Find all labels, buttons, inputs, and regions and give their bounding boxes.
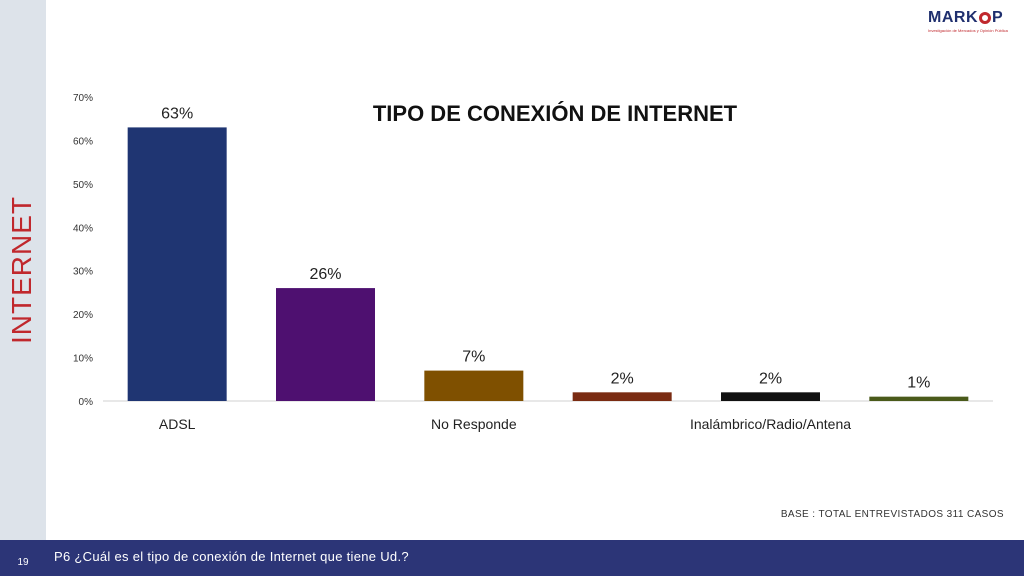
data-label: 7%: [462, 349, 485, 366]
data-label: 2%: [611, 370, 634, 387]
logo-tagline: Investigación de Mercados y Opinión Públ…: [928, 28, 1008, 33]
y-tick-label: 10%: [73, 354, 93, 365]
left-strip: [0, 0, 46, 540]
data-label: 1%: [907, 375, 930, 392]
bar: [424, 370, 524, 401]
footer-bar: [0, 540, 1024, 576]
y-tick-label: 20%: [73, 310, 93, 321]
company-logo: MARK P Investigación de Mercados y Opinió…: [928, 10, 1014, 36]
y-tick-label: 60%: [73, 136, 93, 147]
y-tick-label: 30%: [73, 267, 93, 278]
y-tick-label: 50%: [73, 180, 93, 191]
data-label: 26%: [309, 266, 341, 283]
bar: [721, 392, 820, 401]
data-label: 63%: [161, 105, 193, 122]
bar: [127, 127, 227, 402]
bar-chart: TIPO DE CONEXIÓN DE INTERNET 0% 10% 20% 30% 4…: [73, 93, 993, 432]
bar: [572, 392, 672, 401]
category-label: No Responde: [431, 416, 517, 432]
category-label: Inalámbrico/Radio/Antena: [690, 416, 851, 432]
y-tick-label: 40%: [73, 223, 93, 234]
bar: [869, 396, 969, 401]
category-label: ADSL: [159, 416, 196, 432]
y-tick-label: 70%: [73, 93, 93, 104]
bar: [276, 288, 375, 401]
chart-title: TIPO DE CONEXIÓN DE INTERNET: [373, 101, 738, 126]
logo-target-icon: [979, 12, 991, 24]
y-tick-label: 0%: [79, 397, 94, 408]
logo-wordmark: MARK P: [928, 9, 1004, 26]
question-text: P6 ¿Cuál es el tipo de conexión de Inter…: [54, 549, 409, 564]
base-note: BASE : TOTAL ENTREVISTADOS 311 CASOS: [780, 509, 1004, 520]
data-label: 2%: [759, 370, 782, 387]
page-number: 19: [0, 540, 46, 576]
